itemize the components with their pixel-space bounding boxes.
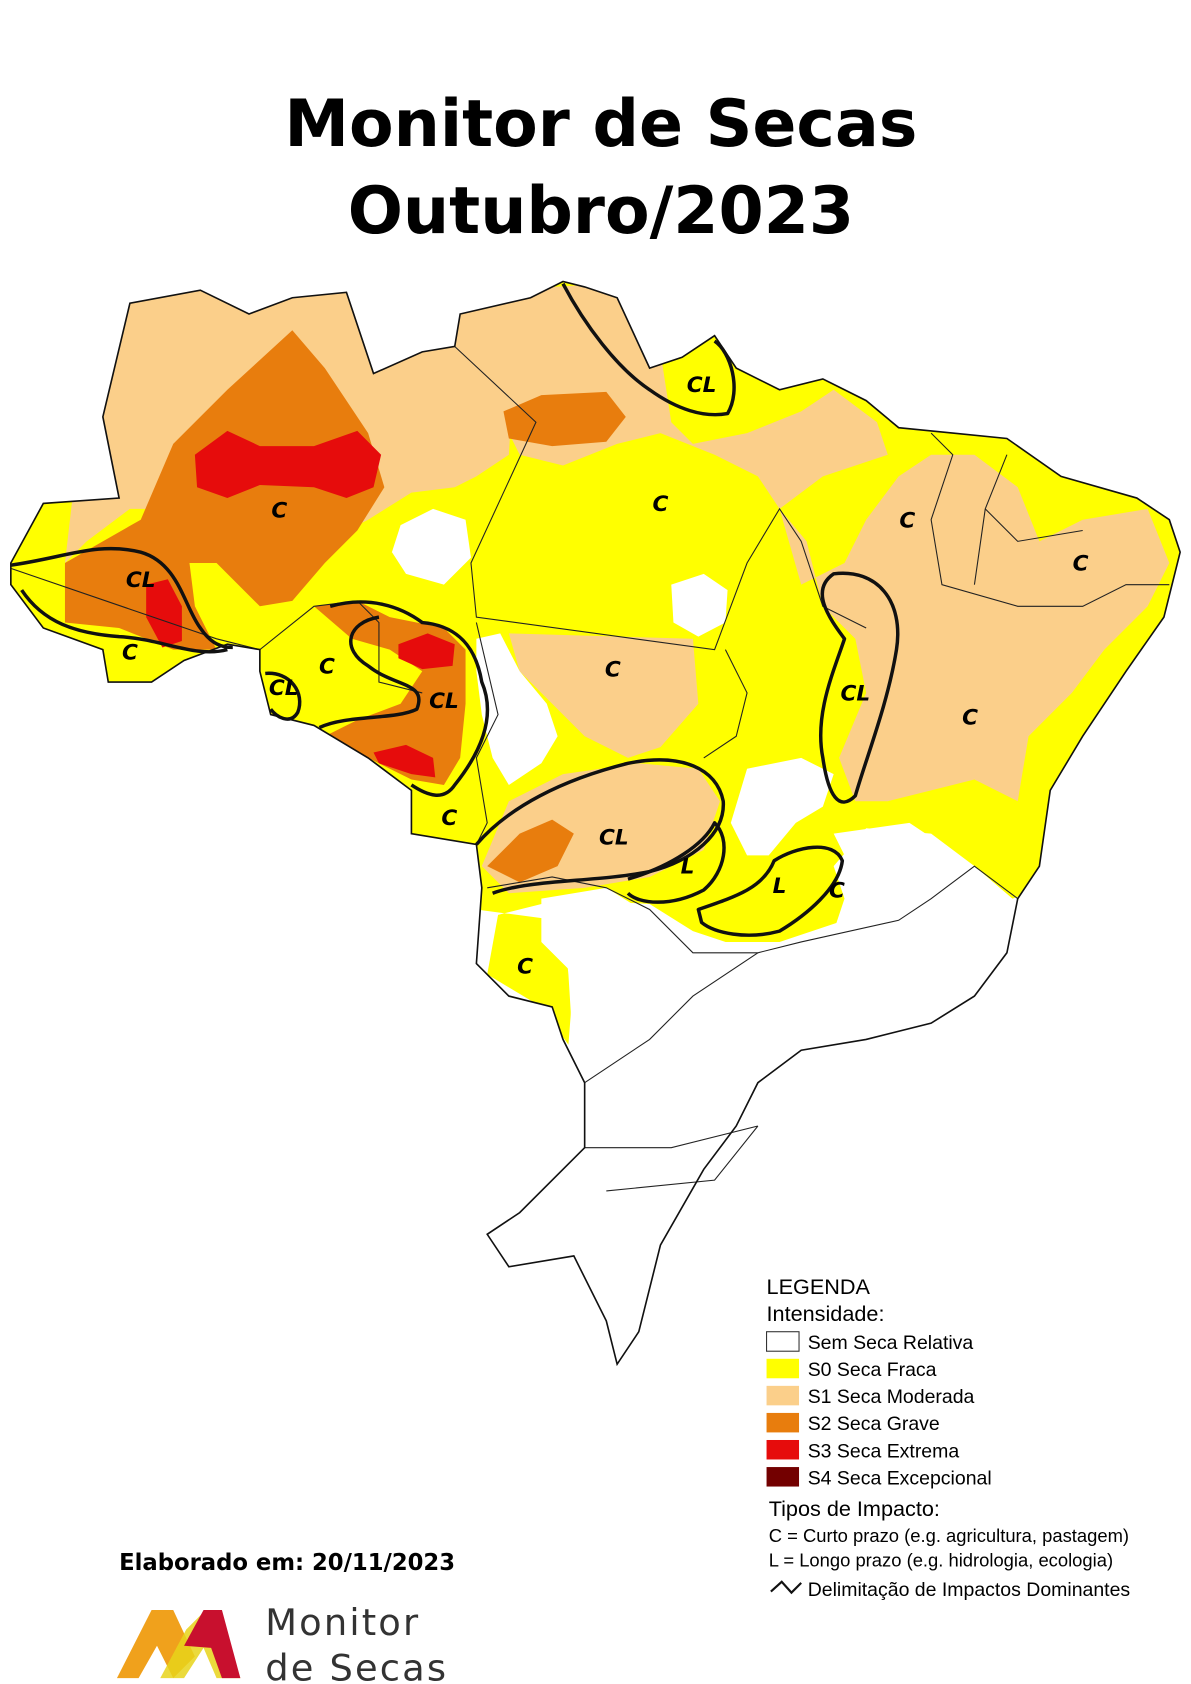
legend-item: S1 Seca Moderada: [808, 1386, 975, 1408]
impact-labels: C CL C CL C C C CL C CL C CL C C CL L L …: [122, 373, 1089, 979]
legend-swatch: [766, 1331, 800, 1352]
impact-lines: [10, 282, 900, 937]
impact-label: C: [122, 640, 138, 665]
state-borders: [10, 346, 1170, 1192]
legend-swatch: [766, 1439, 800, 1460]
s2-area: [503, 391, 626, 447]
impact-label: C: [653, 492, 669, 517]
legend-item: Sem Seca Relativa: [808, 1332, 974, 1354]
impact-label: C: [271, 499, 287, 524]
impact-label: C: [517, 954, 533, 979]
legend-item: L = Longo prazo (e.g. hidrologia, ecolog…: [769, 1550, 1113, 1571]
impact-label: CL: [687, 373, 717, 398]
impact-label: C: [962, 705, 978, 730]
no-drought: [476, 633, 558, 785]
impact-label: CL: [429, 689, 459, 714]
s3-area: [373, 744, 436, 778]
no-drought: [730, 757, 834, 856]
legend-item: Delimitação de Impactos Dominantes: [808, 1579, 1131, 1601]
legend-item: S2 Seca Grave: [808, 1413, 940, 1435]
impact-label: L: [681, 855, 695, 880]
no-drought: [391, 508, 471, 585]
legend-swatch: [766, 1467, 800, 1487]
impact-label: C: [605, 658, 621, 683]
impact-label: CL: [599, 826, 629, 851]
legend-title: LEGENDA: [767, 1274, 871, 1299]
logo-shape: [184, 1609, 241, 1679]
s2-area: [487, 819, 574, 883]
no-drought: [671, 573, 728, 637]
legend-item: S3 Seca Extrema: [808, 1440, 960, 1462]
s1-area: [508, 633, 699, 758]
title-line: Outubro/2023: [348, 174, 854, 249]
impact-label: C: [319, 654, 335, 679]
impact-label: C: [441, 806, 457, 831]
legend-swatch: [766, 1412, 800, 1433]
legend-item: S0 Seca Fraca: [808, 1359, 937, 1381]
title-line: Monitor de Secas: [284, 87, 917, 162]
impact-label: CL: [269, 676, 299, 701]
map: [10, 281, 1181, 1365]
s3-area: [146, 579, 182, 648]
impact-label: C: [899, 508, 915, 533]
s3-area: [194, 430, 382, 499]
s3-area: [398, 633, 455, 670]
s1-area: [454, 281, 1170, 802]
legend-subtitle: Intensidade:: [767, 1301, 885, 1326]
legend-swatch: [766, 1358, 800, 1379]
date-note: Elaborado em: 20/11/2023: [119, 1550, 455, 1576]
logo-text: de Secas: [265, 1646, 448, 1684]
logo-text: Monitor: [265, 1601, 420, 1644]
legend: LEGENDA Intensidade: Sem Seca Relativa S…: [766, 1274, 1131, 1601]
logo: Monitor de Secas: [116, 1601, 448, 1684]
impact-label: C: [1073, 552, 1089, 577]
legend-line-icon: [770, 1580, 802, 1595]
impact-label: C: [829, 879, 845, 904]
legend-subtitle: Tipos de Impacto:: [769, 1496, 940, 1521]
legend-item: S4 Seca Excepcional: [808, 1467, 992, 1489]
legend-item: C = Curto prazo (e.g. agricultura, pasta…: [769, 1525, 1129, 1546]
impact-label: L: [773, 874, 787, 899]
legend-swatch: [766, 1385, 800, 1406]
impact-label: CL: [840, 682, 870, 707]
impact-label: CL: [126, 568, 156, 593]
